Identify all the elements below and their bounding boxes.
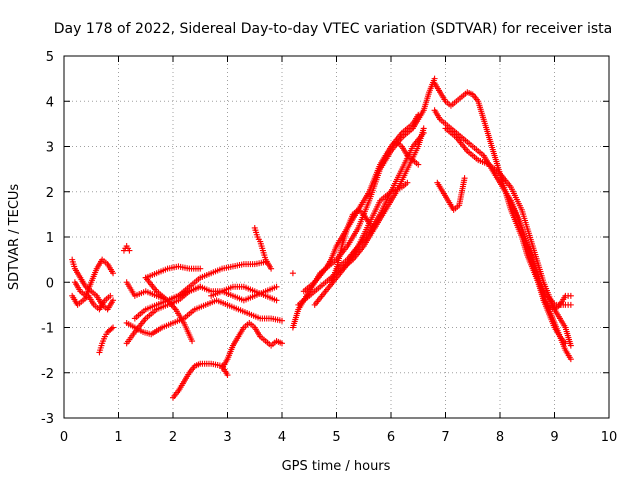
data-point (279, 317, 285, 324)
series-track-13 (219, 319, 285, 372)
series-track-22 (333, 129, 427, 272)
data-point (415, 111, 422, 118)
series-track-29 (540, 292, 574, 313)
data-point (415, 161, 422, 168)
chart-title: Day 178 of 2022, Sidereal Day-to-day VTE… (54, 21, 612, 37)
x-tick-labels: 0 1 2 3 4 5 6 7 8 9 10 (60, 430, 617, 445)
series-track-3 (71, 256, 117, 299)
grid (64, 56, 609, 418)
x-tick-label: 3 (223, 430, 231, 445)
series-track-1 (69, 256, 117, 313)
data-point (567, 292, 574, 299)
data-point (110, 324, 117, 331)
y-tick-label: 1 (46, 231, 54, 246)
series-track-27 (442, 125, 574, 349)
data-point (279, 340, 285, 347)
x-tick-label: 4 (278, 430, 286, 445)
series-track-7 (123, 297, 285, 338)
y-tick-label: 2 (46, 186, 54, 201)
data-point (273, 283, 280, 290)
series-track-5 (120, 243, 133, 254)
x-tick-label: 10 (601, 430, 618, 445)
data-point (567, 301, 574, 308)
x-tick-label: 8 (496, 430, 504, 445)
x-axis-label: GPS time / hours (282, 459, 391, 474)
data-point (567, 356, 574, 363)
data-point (268, 265, 275, 272)
data-point (273, 297, 280, 304)
series-track-19 (300, 75, 438, 295)
data-point (189, 338, 196, 345)
series-track-26 (434, 175, 468, 213)
y-tick-label: 3 (46, 141, 54, 156)
data-point (110, 270, 117, 277)
x-tick-label: 5 (332, 430, 340, 445)
data-points (69, 75, 574, 401)
series-track-14 (251, 224, 275, 272)
data-point (126, 247, 133, 254)
series-track-11 (142, 274, 196, 345)
data-point (108, 325, 115, 332)
x-tick-label: 2 (169, 430, 177, 445)
series-track-10 (131, 283, 280, 322)
data-point (224, 372, 231, 379)
y-tick-label: -1 (41, 322, 54, 337)
x-tick-label: 9 (550, 430, 558, 445)
series-track-21 (328, 206, 378, 286)
series-track-15 (208, 283, 280, 304)
y-tick-label: 5 (46, 50, 54, 65)
data-point (420, 129, 427, 136)
data-point (107, 292, 114, 299)
y-tick-label: -3 (41, 412, 54, 427)
plot-frame (63, 55, 610, 419)
data-point (567, 342, 574, 349)
series-track-8 (123, 258, 269, 304)
y-tick-labels: -3 -2 -1 0 1 2 3 4 5 (41, 50, 54, 427)
series-track-4 (96, 324, 117, 356)
data-point (289, 270, 296, 277)
x-tick-label: 6 (387, 430, 395, 445)
series-track-23 (388, 111, 422, 150)
x-tick-label: 1 (114, 430, 122, 445)
y-tick-label: 0 (46, 276, 54, 291)
series-track-25 (431, 107, 569, 347)
series-track-16 (289, 270, 296, 277)
data-point (461, 175, 468, 182)
x-tick-label: 0 (60, 430, 68, 445)
data-point (110, 297, 117, 304)
y-tick-label: 4 (46, 95, 54, 110)
y-axis-label: SDTVAR / TECUs (7, 184, 22, 291)
x-tick-label: 7 (441, 430, 449, 445)
y-tick-label: -2 (41, 367, 54, 382)
series-track-9 (142, 263, 204, 281)
data-point (404, 179, 411, 186)
data-point (197, 265, 204, 272)
